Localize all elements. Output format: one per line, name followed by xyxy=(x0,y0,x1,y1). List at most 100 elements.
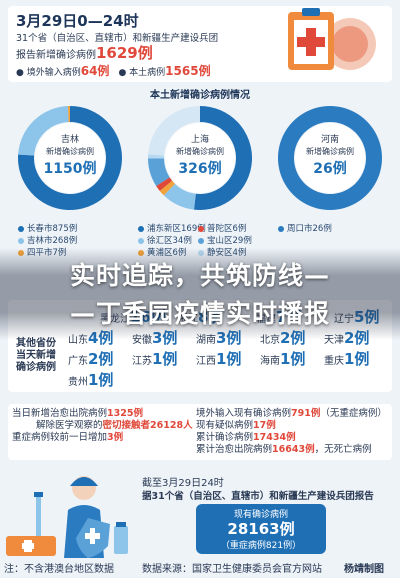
stat-value: 3例 xyxy=(107,432,124,443)
province-item: 湖南3例 xyxy=(196,327,241,348)
legend-name: 吉林市 xyxy=(27,236,53,246)
donut-segment xyxy=(159,180,175,196)
province-name: 海南 xyxy=(260,356,280,367)
summary-asof: 截至3月29日24时 xyxy=(142,478,224,489)
value: 1629例 xyxy=(96,44,153,62)
stats-right: 境外输入现有确诊病例791例（无重症病例） 现有疑似病例17例 累计确诊病例1743… xyxy=(196,408,387,456)
nurse-illustration xyxy=(6,476,128,558)
legend-item: 黄浦区6例 xyxy=(138,246,186,258)
legend-swatch xyxy=(198,225,204,232)
province-value: 2例 xyxy=(280,329,305,347)
donut-total: 26例 xyxy=(313,160,346,177)
donut-name: 吉林 xyxy=(61,133,79,145)
legend-value: 6例 xyxy=(173,248,187,258)
stat-value: 16643例 xyxy=(272,444,315,455)
legend-name: 宝山区 xyxy=(207,236,233,246)
header-date: 3月29日0—24时 xyxy=(16,12,139,30)
header-new: 报告新增确诊病例1629例 xyxy=(16,42,153,63)
province-name: 安徽 xyxy=(132,335,152,346)
legend-name: 四平市 xyxy=(27,248,53,258)
stat-value: 密切接触者26128人 xyxy=(102,420,193,431)
stat-value: 791例 xyxy=(291,408,321,419)
province-item: 天津2例 xyxy=(324,327,369,348)
donut-segment xyxy=(148,158,170,186)
header-sub: ● 境外输入病例64例 ● 本土病例1565例 xyxy=(16,64,211,78)
legend-value: 7例 xyxy=(53,248,67,258)
legend-name: 长春市 xyxy=(27,224,53,234)
province-value: 2例 xyxy=(88,350,114,368)
province-item: 北京2例 xyxy=(260,327,305,348)
legend-name: 普陀区 xyxy=(207,224,233,234)
legend-item: 四平市7例 xyxy=(18,246,66,258)
label: 境外输入病例 xyxy=(26,68,81,78)
legend-item: 浦东新区169例 xyxy=(138,222,206,234)
stat-value: 17例 xyxy=(253,420,276,431)
legend-value: 6例 xyxy=(232,224,247,234)
province-item: 黑龙江16例 xyxy=(100,306,166,327)
province-value: 1例 xyxy=(152,350,178,368)
legend-swatch xyxy=(138,249,144,256)
province-name: 湖南 xyxy=(196,335,216,346)
province-item: 贵州1例 xyxy=(68,369,113,390)
legend-name: 黄浦区 xyxy=(147,248,173,258)
province-name: 福建 xyxy=(256,314,276,325)
summary-severe: （重症病例821例） xyxy=(220,541,302,551)
legend-name: 周口市 xyxy=(287,224,313,234)
province-value: 16例 xyxy=(130,308,166,326)
province-panel xyxy=(8,300,392,392)
province-name: 山东 xyxy=(68,335,88,346)
legend-value: 26例 xyxy=(312,224,332,234)
province-value: 8例 xyxy=(198,308,223,326)
donut-total: 1150例 xyxy=(44,160,97,177)
legend-value: 4例 xyxy=(233,248,247,258)
legend-value: 169例 xyxy=(181,224,206,234)
province-value: 1例 xyxy=(344,350,370,368)
legend-item: 宝山区29例 xyxy=(198,234,252,246)
stat-note: ，无死亡病例 xyxy=(314,444,372,455)
province-value: 3例 xyxy=(152,329,177,347)
province-item: 广东2例 xyxy=(68,348,113,369)
stat-note: （无重症病例） xyxy=(320,408,387,419)
stats-panel xyxy=(8,404,392,460)
overlay-title: —丁香园疫情实时播报 xyxy=(69,299,330,328)
province-value: 4例 xyxy=(88,329,113,347)
province-name: 广东 xyxy=(68,356,88,367)
legend-swatch xyxy=(278,225,284,232)
legend-item: 周口市26例 xyxy=(278,222,332,234)
province-item: 重庆1例 xyxy=(324,348,369,369)
stat-line: 重症病例较前一日增加3例 xyxy=(12,432,193,444)
stat-line: 累计治愈出院病例16643例，无死亡病例 xyxy=(196,444,387,456)
province-value: 3例 xyxy=(216,329,241,347)
legend-swatch xyxy=(138,237,144,244)
donut-label: 新增确诊病例 xyxy=(306,146,354,156)
legend-value: 875例 xyxy=(52,224,78,234)
legend-swatch xyxy=(198,249,204,256)
stat-line: 当日新增治愈出院病例1325例 xyxy=(12,408,193,420)
stat-line: 解除医学观察的密切接触者26128人 xyxy=(12,420,193,432)
donut-hole xyxy=(35,123,105,193)
stat-label: 累计确诊病例 xyxy=(196,432,254,443)
legend-name: 静安区 xyxy=(207,248,233,258)
legend-item: 长春市875例 xyxy=(18,222,77,234)
legend-item: 徐汇区34例 xyxy=(138,234,192,246)
legend-swatch xyxy=(18,225,24,232)
legend-swatch xyxy=(18,249,24,256)
donut-segment xyxy=(277,106,382,210)
summary-label: 现有确诊病例 xyxy=(233,510,288,520)
stat-label: 解除医学观察的 xyxy=(36,420,103,431)
legend-value: 29例 xyxy=(232,236,252,246)
province-name: 重庆 xyxy=(324,356,344,367)
province-name: 江苏 xyxy=(132,356,152,367)
donut-label: 新增确诊病例 xyxy=(176,146,224,156)
province-value: 1例 xyxy=(216,350,242,368)
province-item: 江西1例 xyxy=(196,348,241,369)
donut-segment xyxy=(194,106,252,210)
donut-segment xyxy=(68,106,70,123)
donut-segment xyxy=(156,177,173,191)
donut-name: 上海 xyxy=(191,133,209,145)
legend-value: 34例 xyxy=(172,236,192,246)
value: 64例 xyxy=(80,64,110,78)
stat-label: 现有疑似病例 xyxy=(196,420,254,431)
province-item: 浙江8例 xyxy=(178,306,223,327)
province-name: 北京 xyxy=(260,335,280,346)
